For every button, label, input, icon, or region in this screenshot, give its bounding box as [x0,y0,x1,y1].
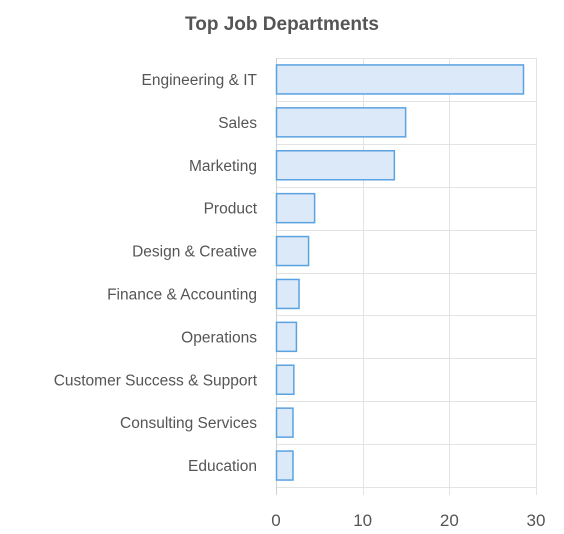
bar[interactable] [275,192,316,224]
category-label: Product [204,201,258,218]
category-label: Marketing [189,158,257,175]
category-label: Consulting Services [120,415,257,432]
x-axis-ticks: 0 10 20 30 [271,511,545,530]
category-label: Operations [181,329,257,346]
x-tick-label: 30 [527,511,546,530]
category-label: Education [188,458,257,475]
category-label: Sales [218,115,257,132]
bar[interactable] [275,407,294,438]
bar[interactable] [275,278,300,310]
bar[interactable] [275,150,396,181]
category-label: Engineering & IT [142,72,258,89]
chart-title: Top Job Departments [185,14,379,35]
bar[interactable] [275,64,525,95]
x-tick-label: 20 [440,511,459,530]
bar[interactable] [275,107,407,138]
x-tick-label: 10 [353,511,372,530]
bar[interactable] [275,450,294,481]
category-label: Design & Creative [132,244,257,261]
category-labels: Engineering & IT Sales Marketing Product Des… [54,72,258,475]
bar[interactable] [275,321,298,353]
bar[interactable] [275,364,295,395]
category-label: Customer Success & Support [54,372,258,389]
category-label: Finance & Accounting [107,286,257,303]
bars [275,64,525,481]
bar[interactable] [275,235,310,267]
x-tick-label: 0 [271,511,280,530]
